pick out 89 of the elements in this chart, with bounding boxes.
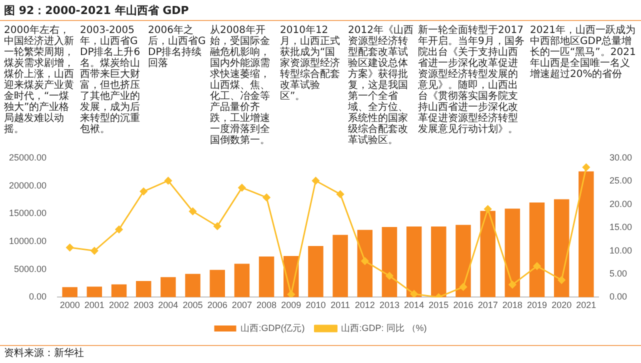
x-tick-label: 2000	[60, 300, 80, 310]
x-tick-label: 2007	[232, 300, 252, 310]
text: 2006年之后，山西省GDP排名持续回落	[148, 25, 206, 69]
x-tick-label: 2016	[453, 300, 474, 310]
text: 从2008年开始，受国际金融危机影响，国内外能源需求快速萎缩，山西煤、焦、化工、冶金等产品量价齐跌，工业增速一度滑落到全国倒数第一。	[210, 25, 270, 146]
x-tick-label: 2017	[478, 300, 498, 310]
point	[164, 176, 172, 184]
x-tick-label: 2010	[306, 300, 326, 310]
point	[115, 226, 123, 234]
point	[90, 247, 98, 255]
x-tick-label: 2003	[134, 300, 154, 310]
legend-label: 山西:GDP: 同比 （%)	[341, 322, 427, 333]
x-tick-label: 2005	[182, 300, 203, 310]
y-tick-label: 10000.00	[8, 236, 47, 246]
bar	[111, 284, 127, 298]
point	[533, 262, 541, 270]
point	[582, 164, 590, 172]
bar	[332, 234, 348, 298]
bar	[136, 281, 152, 298]
point	[336, 190, 344, 198]
y-tick-label: 0.00	[29, 292, 47, 302]
y2-tick-label: 5.00	[609, 268, 628, 278]
bar	[357, 230, 373, 298]
x-tick-label: 2015	[428, 300, 449, 310]
text: 2000年左右，中国经济进入新一轮繁荣周期，煤炭需求剧增，煤价上涨，山西迎来煤炭产业黄金时代，“一煤独大”的产业格局越发难以动摇。	[4, 25, 74, 135]
x-tick-label: 2019	[526, 300, 548, 310]
point	[361, 257, 369, 265]
bar	[456, 224, 471, 298]
x-tick-label: 2009	[281, 300, 302, 310]
point	[66, 244, 74, 252]
text: 新一轮全面转型于2017年开启。当年9月，国务院出台《关于支持山西省进一步深化改革促进资源型经济转型发展的意见》。随即，山西出台《贯彻落实国务院支持山西省进一步深化改革促进资源型经济转型发展意见行动计划》。	[418, 25, 524, 135]
point	[386, 272, 394, 280]
x-tick-label: 2018	[502, 300, 522, 310]
x-tick-label: 2002	[108, 300, 130, 310]
point	[262, 194, 270, 202]
y2-tick-label: 30.00	[609, 152, 632, 162]
bar	[529, 202, 545, 298]
x-tick-label: 2021	[576, 300, 596, 310]
bar	[86, 286, 102, 298]
x-tick-label: 2001	[84, 300, 104, 310]
x-tick-label: 2004	[158, 300, 178, 310]
chart-title: 图 92：2000-2021 年山西省 GDP	[4, 3, 189, 18]
x-tick-label: 2008	[256, 300, 277, 310]
bar	[185, 274, 200, 298]
bar	[431, 226, 446, 298]
bar	[210, 270, 225, 298]
text: 2021年，山西一跃成为中西部地区GDP总量增长的一匹“黑马”。2021年山西是全国唯一名义增速超过20%的省份	[530, 25, 637, 80]
y-tick-label: 15000.00	[8, 208, 47, 218]
point	[459, 283, 467, 291]
y2-tick-label: 0.00	[609, 292, 628, 302]
x-tick-label: 2014	[404, 300, 424, 310]
y-tick-label: 5000.00	[14, 264, 47, 274]
bar	[62, 287, 78, 298]
text: 2003-2005年，山西省GDP排名上升6名。煤炭给山西带来巨大财富，但也挤压了其他产业的发展，成为后来转型的沉重包袱。	[80, 25, 140, 135]
y-tick-label: 20000.00	[8, 180, 47, 190]
point	[238, 184, 246, 192]
y2-tick-label: 15.00	[609, 222, 632, 232]
point	[140, 188, 148, 196]
x-tick-label: 2020	[552, 300, 572, 310]
bar	[258, 256, 274, 298]
point	[214, 222, 222, 230]
bar	[504, 208, 520, 298]
text: 资料来源：新华社	[4, 348, 85, 359]
x-tick-label: 2012	[354, 300, 375, 310]
y2-tick-label: 20.00	[609, 198, 632, 209]
bar	[308, 246, 324, 298]
bar	[234, 264, 250, 298]
point	[484, 205, 492, 213]
y-tick-label: 25000.00	[8, 152, 47, 162]
bar	[578, 171, 594, 298]
point	[312, 176, 320, 184]
point	[287, 290, 295, 298]
x-tick-label: 2006	[207, 300, 228, 310]
x-tick-label: 2013	[379, 300, 400, 310]
bar	[480, 210, 496, 298]
bar	[160, 277, 176, 298]
point	[558, 276, 566, 284]
bar	[554, 199, 570, 298]
y2-tick-label: 25.00	[609, 176, 632, 186]
y2-tick-label: 10.00	[609, 245, 632, 256]
x-tick-label: 2011	[330, 300, 350, 310]
point	[189, 208, 197, 216]
point	[508, 280, 516, 288]
bar	[406, 226, 422, 298]
point	[410, 290, 418, 298]
text: 2012年《山西资源型经济转型配套改革试验区建设总体方案》获得批复，这是我国第一个全省域、全方位、系统性的国家级综合配套改革试验区。	[348, 25, 414, 146]
bar	[382, 227, 398, 298]
text: 2010年12月，山西正式获批成为“国家资源型经济转型综合配套改革试验区”。	[280, 25, 341, 102]
legend-label: 山西:GDP(亿元)	[240, 322, 305, 333]
